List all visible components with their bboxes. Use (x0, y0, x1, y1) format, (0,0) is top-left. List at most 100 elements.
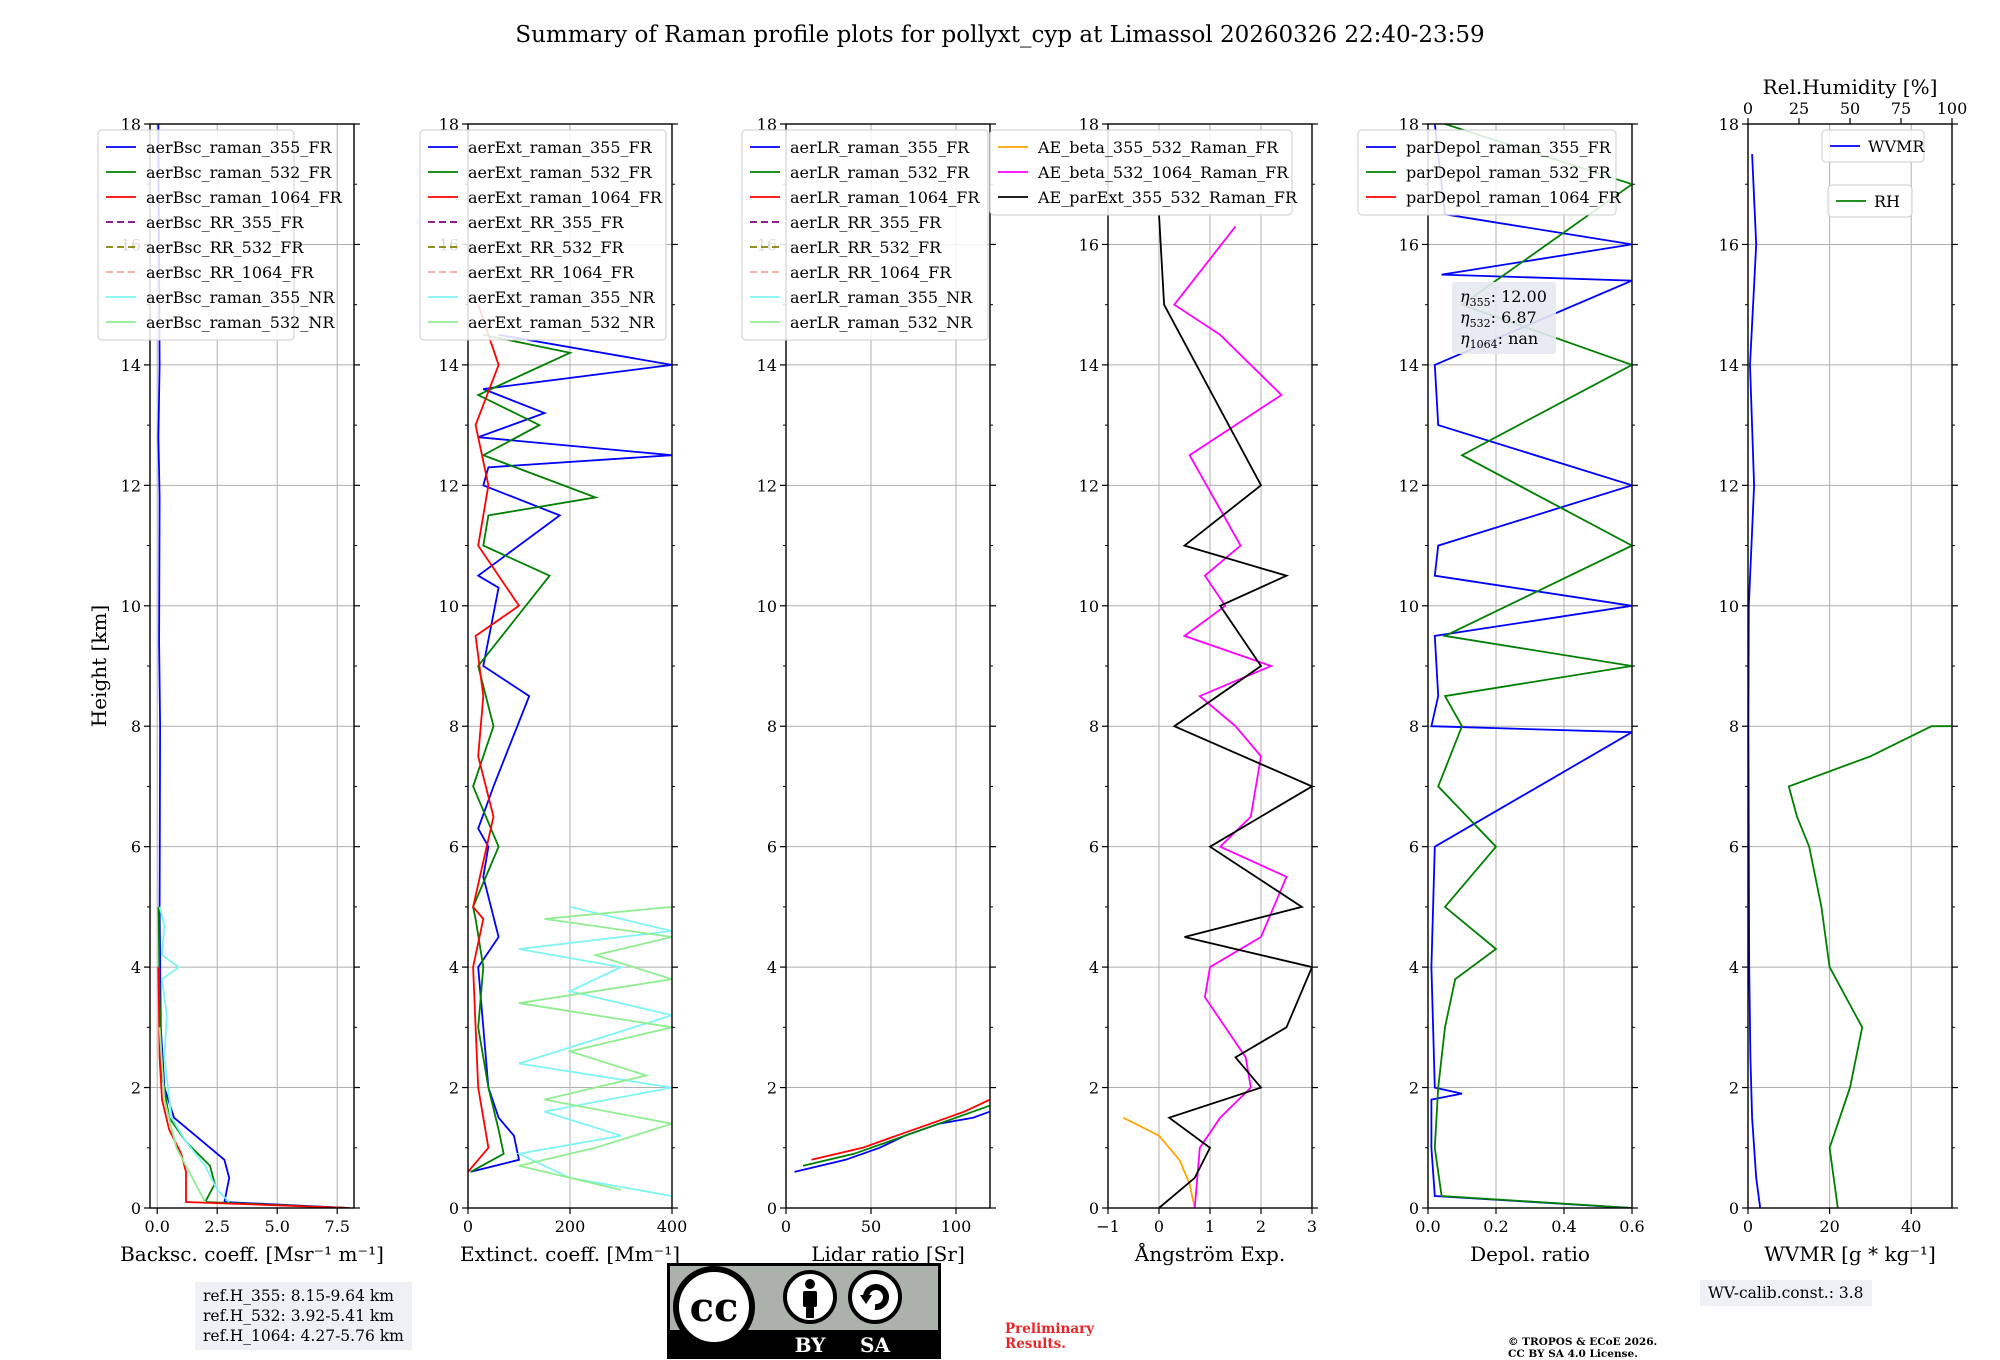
eta-symbol: η (1460, 287, 1470, 306)
legend-label: aerBsc_raman_532_FR (146, 163, 332, 182)
eta-value: : 12.00 (1491, 287, 1547, 306)
y-tick-label: 4 (767, 958, 777, 977)
legend-label: aerExt_raman_532_FR (468, 163, 653, 182)
x-tick-label: 0 (781, 1217, 791, 1236)
x-tick-label: 0.0 (144, 1217, 169, 1236)
legend-label: aerLR_raman_532_FR (790, 163, 970, 182)
y-tick-label: 14 (439, 356, 459, 375)
axes-frame (785, 123, 991, 1209)
eta-annotation-line: η532: 6.87 (1460, 308, 1537, 330)
y-tick-label: 10 (439, 597, 459, 616)
axes-frame (467, 123, 673, 1209)
legend-box (419, 129, 667, 341)
series-group (468, 304, 672, 1197)
y-tick-label: 2 (131, 1079, 141, 1098)
y-tick-label: 4 (131, 958, 141, 977)
legend-label: aerBsc_RR_355_FR (146, 213, 304, 232)
y-tick-label: 10 (1719, 597, 1739, 616)
y-tick-label: 8 (1089, 717, 1099, 736)
by-person-head (805, 1279, 815, 1289)
legend-label: aerLR_raman_355_NR (790, 288, 973, 307)
x-tick-label: 0 (463, 1217, 473, 1236)
y-tick-label: 6 (131, 838, 141, 857)
y-tick-label: 6 (449, 838, 459, 857)
x-tick-label: 2 (1256, 1217, 1266, 1236)
copyright-line-1: © TROPOS & ECoE 2026. (1508, 1336, 1658, 1348)
ref-height-355: ref.H_355: 8.15-9.64 km (203, 1287, 394, 1305)
y-tick-label: 6 (1089, 838, 1099, 857)
eta-symbol: η (1460, 329, 1470, 348)
legend-box (1357, 129, 1617, 216)
y-tick-label: 14 (121, 356, 141, 375)
copyright-line-2: CC BY SA 4.0 License. (1508, 1348, 1638, 1360)
y-tick-label: 14 (1399, 356, 1419, 375)
cc-by-sa-badge: cc BY SA (667, 1263, 941, 1359)
eta-subscript: 355 (1470, 296, 1491, 309)
legend-label: parDepol_raman_1064_FR (1406, 188, 1622, 207)
legend-label: aerExt_RR_355_FR (468, 213, 625, 232)
cc-icon (673, 1266, 755, 1348)
x-tick-label: 7.5 (324, 1217, 349, 1236)
y-tick-label: 18 (757, 115, 777, 134)
legend-label: AE_beta_532_1064_Raman_FR (1037, 163, 1289, 182)
y-tick-label: 2 (767, 1079, 777, 1098)
panel-ext: 0246810121416180200400Extinct. coeff. [M… (419, 115, 688, 1266)
top-x-tick-label: 75 (1891, 99, 1911, 118)
y-tick-label: 10 (1399, 597, 1419, 616)
by-person-legs (806, 1306, 814, 1318)
y-tick-label: 18 (439, 115, 459, 134)
axes-frame (149, 123, 355, 1209)
legend-box (741, 129, 989, 341)
ref-height-1064: ref.H_1064: 4.27-5.76 km (203, 1327, 404, 1345)
series-line-aerLR_raman_532_FR (802, 1104, 990, 1167)
legend-label: aerExt_RR_532_FR (468, 238, 625, 257)
page-title: Summary of Raman profile plots for polly… (515, 22, 1485, 48)
y-tick-label: 8 (131, 717, 141, 736)
series-line-parDepol_raman_355_FR (1430, 124, 1632, 1208)
series-group (1748, 154, 1952, 1208)
x-tick-label: 400 (657, 1217, 688, 1236)
x-tick-label: 0 (1154, 1217, 1164, 1236)
x-axis-label: Ångström Exp. (1134, 1241, 1285, 1266)
legend-label: aerLR_RR_355_FR (790, 213, 942, 232)
axes-frame (1747, 123, 1953, 1209)
y-tick-label: 6 (1729, 838, 1739, 857)
legend-label: aerExt_RR_1064_FR (468, 263, 635, 282)
y-tick-label: 4 (1089, 958, 1099, 977)
eta-subscript: 1064 (1470, 338, 1498, 351)
eta-symbol: η (1460, 308, 1470, 327)
eta-subscript: 532 (1470, 317, 1491, 330)
series-line-WVMR (1748, 154, 1762, 1208)
y-tick-label: 0 (131, 1199, 141, 1218)
y-tick-label: 12 (121, 476, 141, 495)
series-line-aerExt_raman_532_NR (518, 906, 672, 1191)
series-line-aerBsc_raman_532_FR (157, 906, 350, 1208)
y-tick-label: 8 (767, 717, 777, 736)
x-tick-label: 50 (861, 1217, 881, 1236)
legend-label: aerBsc_raman_355_FR (146, 138, 332, 157)
y-tick-label: 6 (1409, 838, 1419, 857)
series-group (1122, 214, 1312, 1208)
legend-box (1827, 184, 1913, 218)
y-tick-label: 2 (1729, 1079, 1739, 1098)
legend-label: aerBsc_raman_532_NR (146, 313, 335, 332)
cc-icon-label: cc (690, 1284, 739, 1331)
sa-share-arrow (860, 1295, 872, 1304)
y-tick-label: 12 (757, 476, 777, 495)
series-group (157, 124, 350, 1208)
top-x-tick-label: 100 (1937, 99, 1968, 118)
x-axis-label: Depol. ratio (1470, 1242, 1590, 1266)
legend-label: aerExt_raman_355_NR (468, 288, 656, 307)
sa-label: SA (860, 1333, 890, 1357)
x-tick-label: −1 (1096, 1217, 1120, 1236)
top-x-tick-label: 50 (1840, 99, 1860, 118)
y-axis-label: Height [km] (87, 605, 111, 727)
legend-label: WVMR (1868, 137, 1925, 156)
x-axis-label: Lidar ratio [Sr] (811, 1242, 965, 1266)
panel-dep: 0 2 4 6 8 10 12 14 16 18 0.0 0.2 0.4 0.6 Depol. ratio p… (1357, 115, 1645, 1266)
eta-value: : nan (1498, 329, 1539, 348)
y-tick-label: 18 (1399, 115, 1419, 134)
y-tick-label: 4 (1729, 958, 1739, 977)
series-line-AE_parExt_355_532_Raman_FR (1158, 214, 1312, 1208)
